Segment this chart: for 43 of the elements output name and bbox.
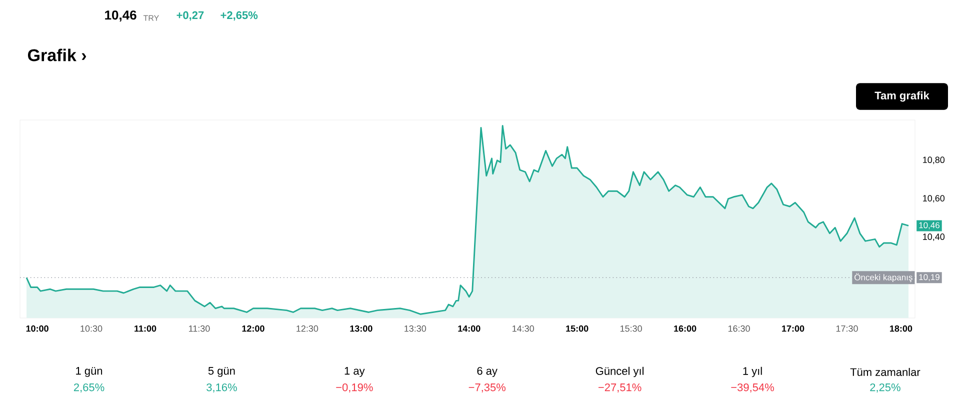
text: −27,51% [598,383,642,393]
x-tick-label: 13:30 [404,325,426,332]
category-label: 1 gün [76,367,102,377]
x-tick-label: 10:30 [80,325,102,332]
x-tick-label: 12:00 [242,325,264,332]
y-tick-label: 10,40 [923,234,945,241]
category-label: 1 yıl [743,366,762,378]
x-tick-label: 15:30 [620,325,642,332]
category-label: 6 ay [477,367,498,377]
chart-title: Grafik › [28,48,86,62]
x-tick-label: 11:00 [134,325,156,332]
text: TRY [143,15,159,21]
x-tick-label: 12:30 [296,325,318,332]
annotation: 10,19 [919,274,940,282]
x-tick-label: 16:30 [728,325,750,332]
text: +0,27 [176,11,204,21]
x-tick-label: 16:00 [674,325,696,332]
x-tick-label: 17:30 [836,325,858,332]
x-tick-label: 15:00 [566,325,588,332]
y-tick-label: 10,80 [923,156,945,164]
text: +2,65% [220,11,258,21]
annotation: 10,46 [919,222,940,230]
text: −7,35% [468,383,506,393]
x-tick-label: 14:00 [458,325,480,332]
category-label: Güncel yıl [596,366,644,378]
y-tick-label: 10,60 [923,195,945,203]
text: 10,46 [105,10,136,22]
ref-line-label: Önceki kapanış [854,273,912,282]
x-tick-label: 18:00 [890,325,912,332]
x-tick-label: 10:00 [26,325,48,332]
category-label: 5 gün [208,367,235,377]
text: −0,19% [336,383,373,393]
text: 2,25% [870,383,900,393]
category-label: Tüm zamanlar [850,368,920,376]
text: 3,16% [206,383,237,393]
x-tick-label: 14:30 [512,325,534,332]
category-label: 1 ay [344,367,365,377]
x-tick-label: 11:30 [188,325,210,332]
x-tick-label: 17:00 [782,325,804,332]
text: 2,65% [74,383,104,393]
text: Tam grafik [874,91,930,102]
text: −39,54% [731,383,774,393]
x-tick-label: 13:00 [350,325,372,332]
